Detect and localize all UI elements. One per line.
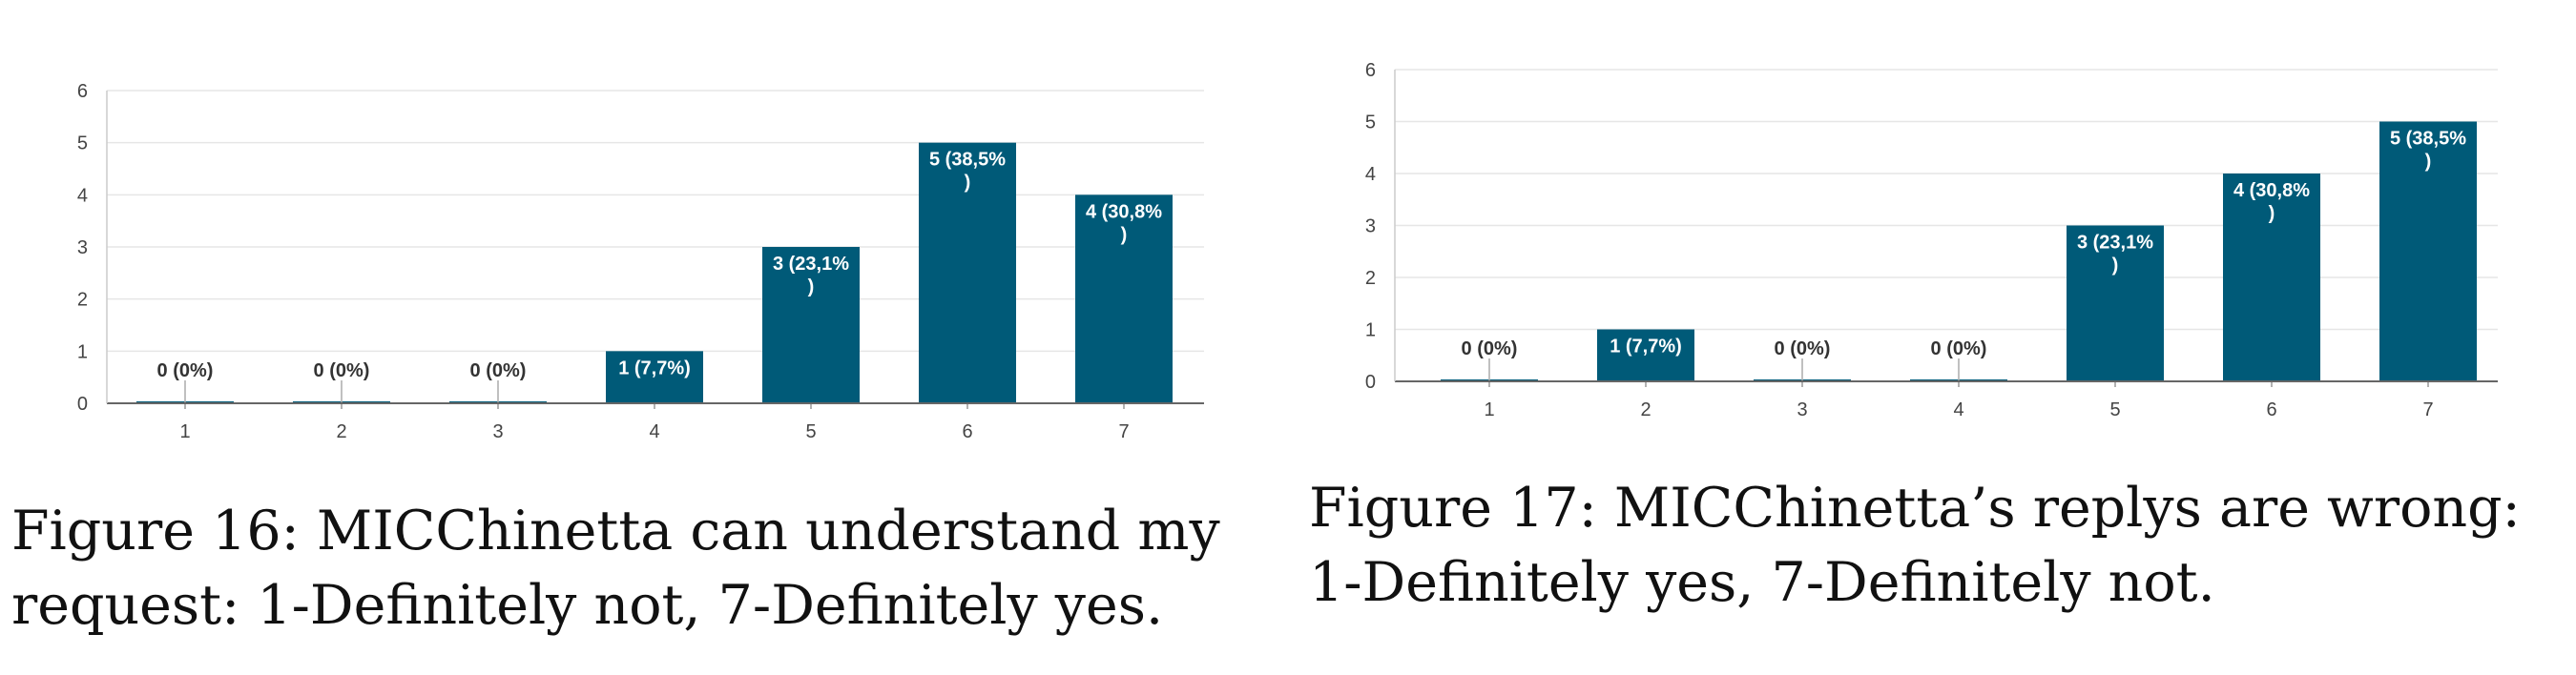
caption-line-2: request: 1-Definitely not, 7-Definitely …	[11, 574, 1164, 637]
x-tick-label: 1	[1484, 399, 1494, 420]
bar	[2223, 174, 2320, 381]
y-tick-label: 2	[77, 290, 88, 311]
y-tick-label: 4	[1365, 164, 1376, 185]
y-tick-label: 6	[1365, 60, 1376, 81]
data-label: )	[2425, 152, 2432, 173]
x-tick-label: 2	[1640, 399, 1651, 420]
data-label: 4 (30,8%	[2233, 180, 2310, 201]
x-tick-label: 5	[805, 421, 816, 442]
data-label: 0 (0%)	[1462, 338, 1518, 359]
data-label: 0 (0%)	[1775, 338, 1831, 359]
x-tick-label: 6	[962, 421, 972, 442]
data-label: 3 (23,1%	[2077, 233, 2153, 254]
bar	[762, 247, 860, 403]
x-tick-label: 1	[179, 421, 190, 442]
caption-line-1: Figure 16: MICChinetta can understand my	[11, 500, 1220, 562]
x-tick-label: 4	[649, 421, 659, 442]
y-tick-label: 5	[77, 133, 88, 154]
bar	[1075, 194, 1173, 403]
x-tick-label: 3	[1797, 399, 1807, 420]
data-label: )	[1121, 224, 1128, 245]
bar-chart-figure-17: 0 1 2 3 4 5 6 1 0 (0%) 2 1 (7,7%) 3 0 (0%) 4 0 (0%) 5 3 …	[1365, 60, 2498, 420]
x-tick-label: 2	[336, 421, 346, 442]
data-label: 1 (7,7%)	[618, 358, 691, 378]
bar	[2067, 225, 2164, 381]
data-label: 1 (7,7%)	[1610, 337, 1682, 358]
bar	[2379, 121, 2477, 381]
data-label: )	[965, 173, 971, 194]
x-tick-label: 3	[492, 421, 503, 442]
y-tick-label: 0	[77, 394, 88, 415]
bar	[919, 142, 1016, 403]
data-label: )	[2269, 203, 2275, 224]
y-tick-label: 3	[1365, 216, 1376, 237]
x-tick-label: 7	[2422, 399, 2433, 420]
data-label: 3 (23,1%	[773, 254, 849, 275]
data-label: 4 (30,8%	[1086, 201, 1162, 222]
caption-line-2: 1-Definitely yes, 7-Definitely not.	[1309, 551, 2215, 614]
y-tick-label: 3	[77, 237, 88, 258]
x-tick-label: 5	[2109, 399, 2120, 420]
data-label: 0 (0%)	[1931, 338, 1987, 359]
data-label: )	[2112, 256, 2119, 276]
y-tick-label: 2	[1365, 268, 1376, 289]
data-label: 0 (0%)	[314, 360, 370, 381]
figure-17: 0 1 2 3 4 5 6 1 0 (0%) 2 1 (7,7%) 3 0 (0%) 4 0 (0%) 5 3 …	[1288, 0, 2576, 675]
data-label: 5 (38,5%	[929, 150, 1006, 171]
y-tick-label: 1	[77, 341, 88, 362]
figure-caption: Figure 17: MICChinetta’s replys are wron…	[1309, 471, 2521, 620]
figure-16: 0 1 2 3 4 5 6 1 0 (0%) 2 0 (0%) 3 0 (0%) 4 1 (7,7%) 5 3 …	[11, 81, 1220, 643]
bar-chart-figure-16: 0 1 2 3 4 5 6 1 0 (0%) 2 0 (0%) 3 0 (0%) 4 1 (7,7%) 5 3 …	[77, 81, 1204, 442]
x-tick-label: 7	[1118, 421, 1129, 442]
y-tick-label: 1	[1365, 320, 1376, 341]
data-label: 0 (0%)	[470, 360, 527, 381]
bar	[606, 351, 703, 403]
x-tick-label: 6	[2266, 399, 2276, 420]
data-label: )	[808, 276, 815, 297]
y-tick-label: 4	[77, 185, 88, 206]
x-tick-label: 4	[1953, 399, 1963, 420]
y-tick-label: 5	[1365, 112, 1376, 133]
y-tick-label: 6	[77, 81, 88, 102]
data-label: 0 (0%)	[157, 360, 214, 381]
bar	[1597, 329, 1694, 381]
caption-line-1: Figure 17: MICChinetta’s replys are wron…	[1309, 477, 2521, 540]
figure-caption: Figure 16: MICChinetta can understand my…	[11, 494, 1220, 643]
y-tick-label: 0	[1365, 372, 1376, 393]
data-label: 5 (38,5%	[2390, 129, 2466, 150]
